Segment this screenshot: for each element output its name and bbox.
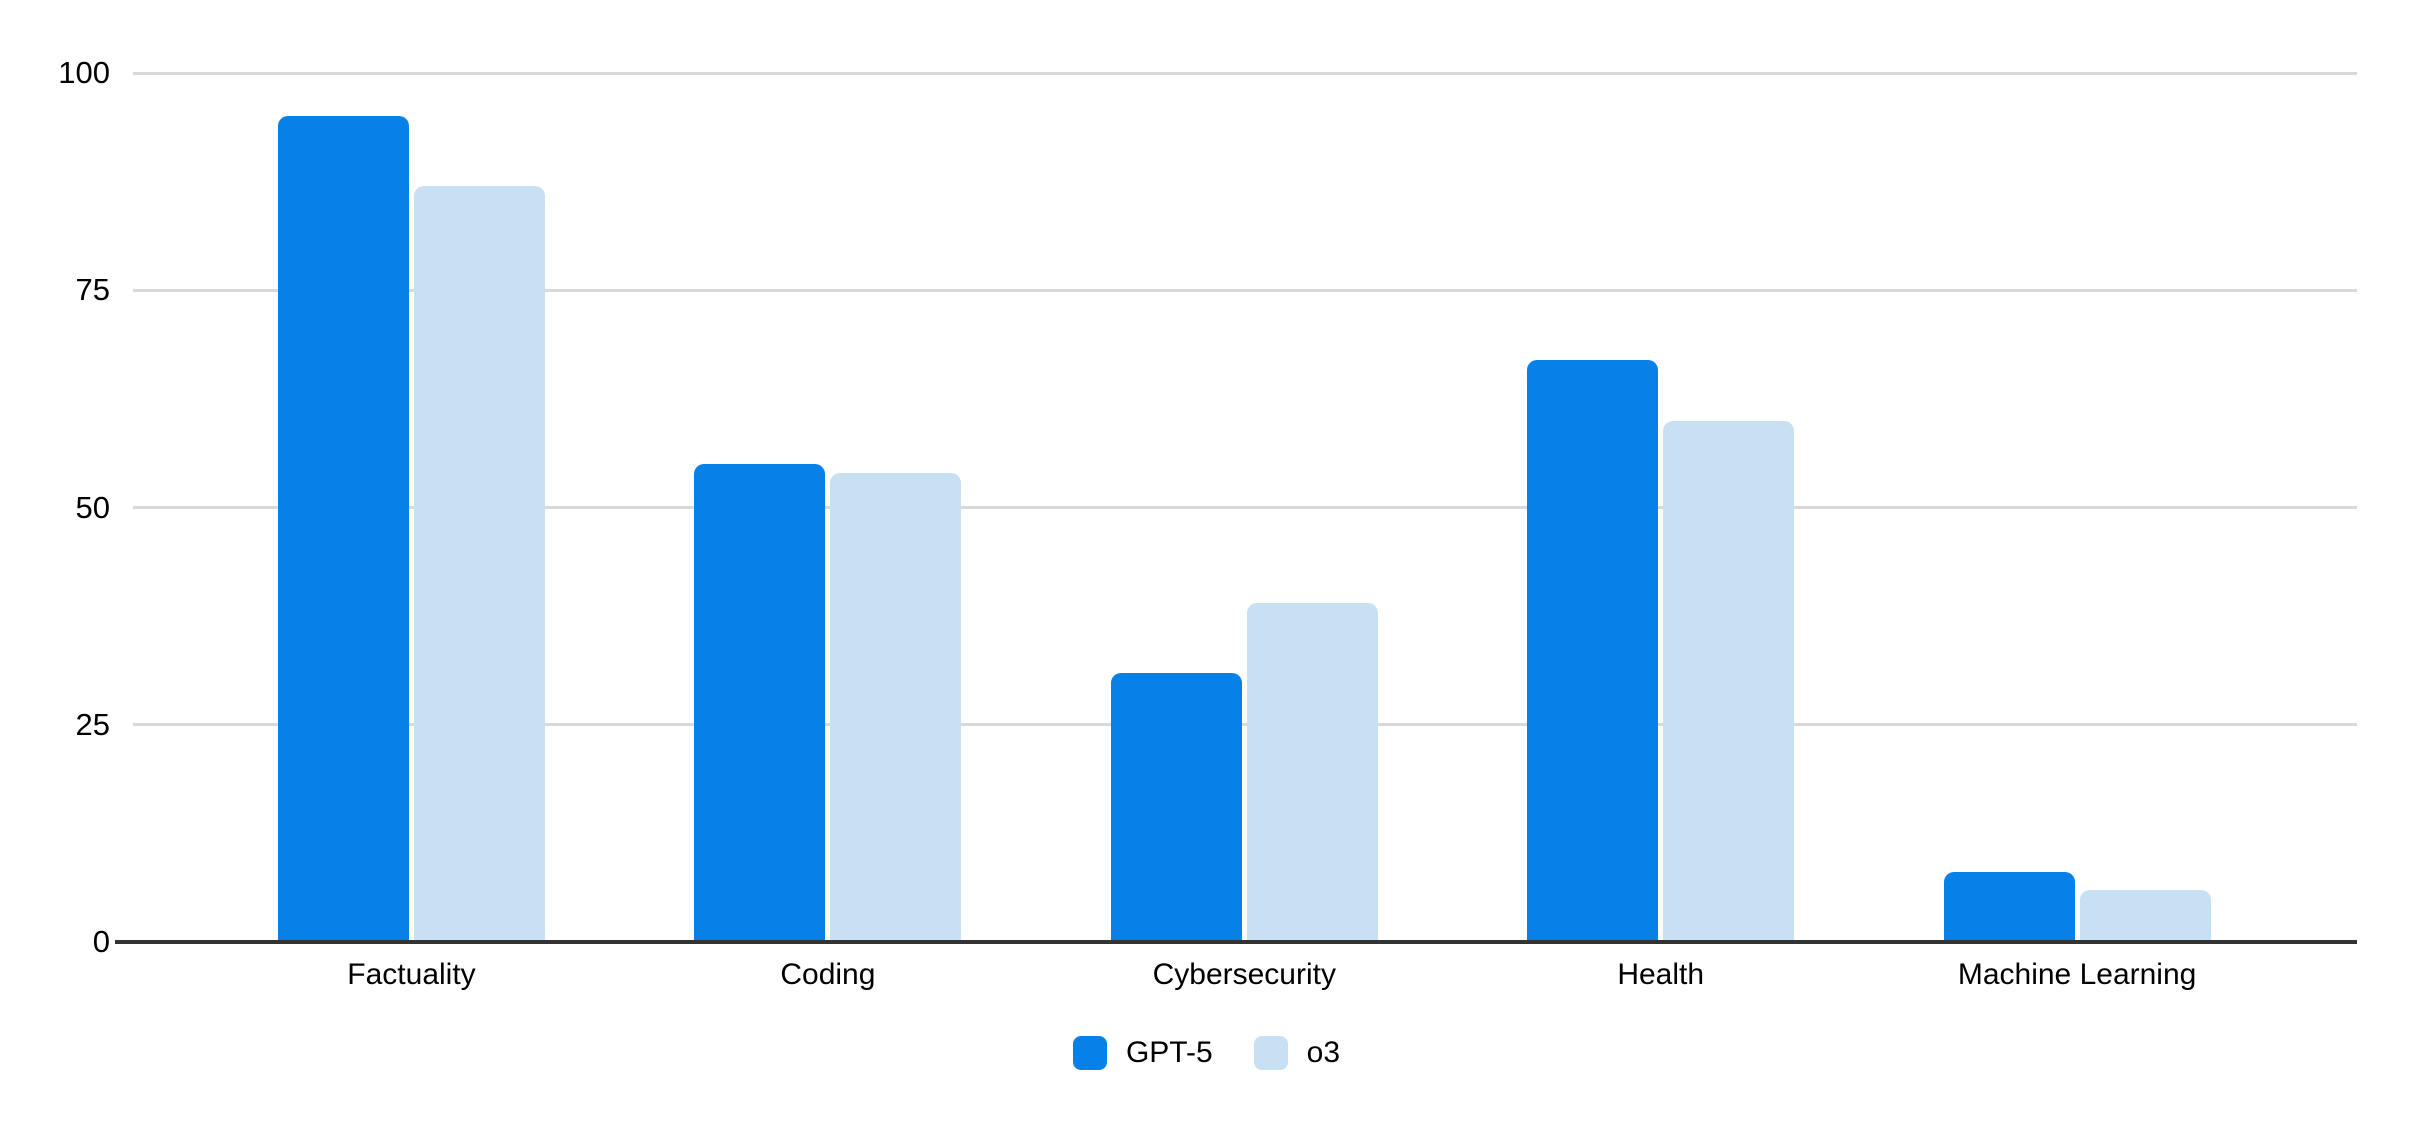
bar-gpt-5-factuality bbox=[278, 116, 409, 942]
y-tick-label: 100 bbox=[58, 55, 110, 90]
legend-swatch-icon bbox=[1253, 1036, 1288, 1070]
x-axis-label: Cybersecurity bbox=[1152, 958, 1336, 991]
x-axis-label: Factuality bbox=[347, 958, 476, 991]
x-axis-label: Coding bbox=[780, 958, 876, 991]
gridline-y-100 bbox=[133, 71, 2357, 75]
bar-o3-coding bbox=[830, 472, 962, 942]
bar-o3-machine-learning bbox=[2079, 889, 2211, 942]
legend-label: o3 bbox=[1306, 1036, 1341, 1069]
x-axis-label: Machine Learning bbox=[1957, 958, 2197, 991]
gridline-y-25 bbox=[133, 723, 2357, 727]
gridline-y-50 bbox=[133, 506, 2357, 509]
y-tick-label: 0 bbox=[92, 924, 110, 959]
bar-o3-cybersecurity bbox=[1246, 603, 1378, 942]
bar-gpt-5-machine-learning bbox=[1943, 872, 2075, 942]
y-tick-label: 75 bbox=[75, 272, 110, 308]
legend-label: GPT-5 bbox=[1125, 1036, 1213, 1069]
bar-gpt-5-coding bbox=[694, 464, 826, 942]
y-tick-label: 50 bbox=[75, 489, 110, 525]
x-axis-label: Health bbox=[1617, 958, 1705, 991]
y-tick-label: 25 bbox=[75, 706, 110, 742]
x-axis-line bbox=[115, 940, 2357, 944]
legend-item-gpt-5: GPT-5 bbox=[1072, 1036, 1213, 1070]
legend: GPT-5 o3 bbox=[0, 1036, 2413, 1070]
bar-o3-health bbox=[1663, 420, 1795, 942]
bar-o3-factuality bbox=[414, 185, 545, 942]
legend-item-o3: o3 bbox=[1253, 1036, 1341, 1070]
gridline-y-75 bbox=[133, 288, 2357, 292]
plot-area bbox=[133, 71, 2357, 942]
bar-gpt-5-cybersecurity bbox=[1110, 672, 1242, 942]
bar-gpt-5-health bbox=[1527, 359, 1659, 942]
legend-swatch-icon bbox=[1072, 1036, 1107, 1070]
